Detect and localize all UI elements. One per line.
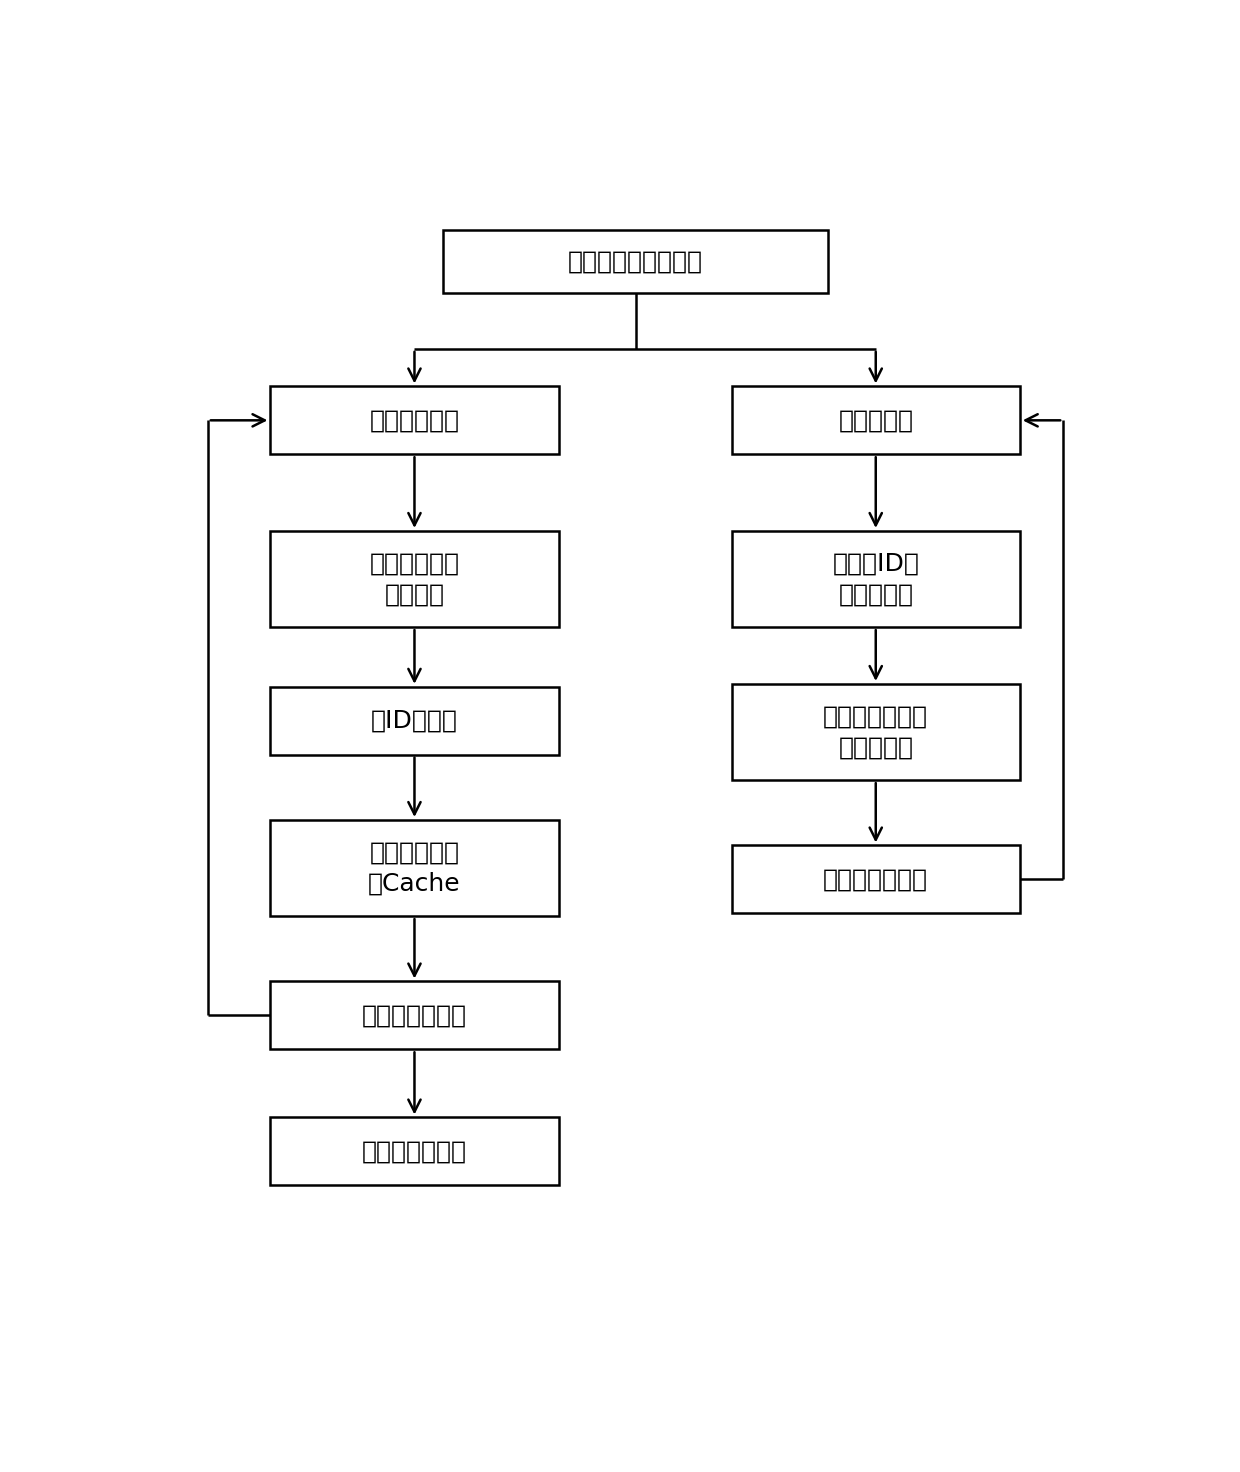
Text: 错误判别与报告: 错误判别与报告 <box>823 867 929 892</box>
Text: 从数据镜像模块
中读取数据: 从数据镜像模块 中读取数据 <box>823 704 929 760</box>
Bar <box>270 531 559 627</box>
Text: 产生伪随机数: 产生伪随机数 <box>370 408 460 433</box>
Bar <box>732 845 1019 913</box>
Text: 根据读ID号
匹配出地址: 根据读ID号 匹配出地址 <box>832 551 919 606</box>
Bar <box>270 982 559 1050</box>
Text: 构造访存控制
数据信号: 构造访存控制 数据信号 <box>370 551 460 606</box>
Text: 超时判断与报告: 超时判断与报告 <box>362 1139 467 1163</box>
Bar <box>444 231 828 293</box>
Bar <box>732 684 1019 780</box>
Text: 数据镜像模块初始化: 数据镜像模块初始化 <box>568 250 703 274</box>
Text: 更新镜像存储器: 更新镜像存储器 <box>362 1004 467 1027</box>
Text: 读ID号生成: 读ID号生成 <box>371 708 458 733</box>
Text: 发送访存信号
到Cache: 发送访存信号 到Cache <box>368 841 461 896</box>
Bar <box>270 820 559 916</box>
Bar <box>270 386 559 455</box>
Bar <box>732 386 1019 455</box>
Bar <box>270 686 559 755</box>
Text: 接收读数据: 接收读数据 <box>838 408 913 433</box>
Bar <box>732 531 1019 627</box>
Bar <box>270 1117 559 1185</box>
